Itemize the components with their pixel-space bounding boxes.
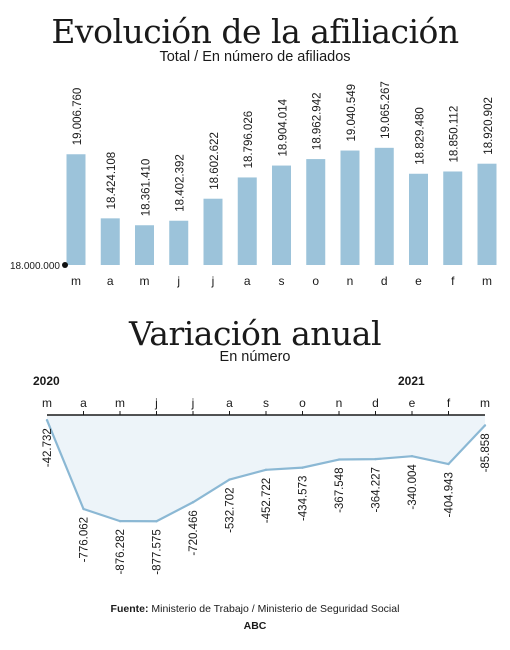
area-point-6 bbox=[264, 468, 268, 472]
area-point-7 bbox=[301, 466, 304, 469]
bar-month-label-7: o bbox=[312, 274, 319, 288]
bar-month-label-5: a bbox=[244, 274, 251, 288]
year-label-2020: 2020 bbox=[33, 374, 60, 388]
area-month-label-9: d bbox=[372, 396, 379, 410]
bar-month-label-8: n bbox=[347, 274, 354, 288]
area-value-label-11: -404.943 bbox=[444, 472, 456, 517]
source-label: Fuente: bbox=[110, 603, 149, 615]
area-point-9 bbox=[374, 457, 377, 461]
chart-title-variacion: Variación anual bbox=[128, 314, 382, 353]
bar-value-label-1: 18.424.108 bbox=[106, 152, 118, 210]
area-month-label-10: e bbox=[409, 396, 416, 410]
area-value-label-7: -434.573 bbox=[298, 476, 310, 521]
bar-month-label-10: e bbox=[415, 274, 422, 288]
area-point-4 bbox=[191, 501, 195, 504]
area-point-1 bbox=[82, 507, 85, 511]
bar-value-label-2: 18.361.410 bbox=[141, 159, 153, 217]
area-point-3 bbox=[155, 520, 158, 523]
area-value-label-12: -85.858 bbox=[480, 433, 492, 472]
area-month-label-3: j bbox=[154, 396, 158, 410]
area-point-10 bbox=[410, 454, 414, 458]
baseline-label: 18.000.000 bbox=[10, 261, 60, 272]
bar-value-label-11: 18.850.112 bbox=[449, 106, 461, 163]
chart-title-afiliacion: Evolución de la afiliación bbox=[51, 12, 459, 51]
bar-9 bbox=[374, 147, 394, 265]
area-value-label-0: -42.732 bbox=[42, 428, 54, 467]
area-value-label-3: -877.575 bbox=[152, 529, 164, 574]
bar-10 bbox=[409, 173, 428, 265]
bar-value-label-3: 18.402.392 bbox=[175, 154, 187, 212]
area-month-label-2: m bbox=[115, 396, 125, 410]
bar-month-label-6: s bbox=[279, 274, 285, 288]
area-value-label-4: -720.466 bbox=[188, 510, 200, 555]
bar-value-label-9: 19.065.267 bbox=[380, 81, 392, 139]
area-value-label-10: -340.004 bbox=[407, 464, 419, 510]
area-month-label-6: s bbox=[263, 396, 269, 410]
bar-11 bbox=[443, 171, 463, 265]
area-value-label-1: -776.062 bbox=[79, 517, 91, 562]
area-month-label-7: o bbox=[299, 396, 306, 410]
bar-4 bbox=[203, 198, 223, 265]
baseline-marker bbox=[62, 262, 68, 268]
area-point-12 bbox=[483, 424, 487, 427]
bar-value-label-7: 18.962.942 bbox=[312, 93, 324, 151]
bar-7 bbox=[306, 159, 326, 265]
bar-month-label-4: j bbox=[211, 274, 215, 288]
bar-12 bbox=[477, 163, 497, 265]
area-point-8 bbox=[337, 458, 341, 461]
bar-2 bbox=[135, 225, 154, 265]
bar-value-label-4: 18.602.622 bbox=[209, 132, 221, 190]
bar-1 bbox=[100, 218, 120, 265]
bar-month-label-0: m bbox=[71, 274, 81, 288]
bar-month-label-11: f bbox=[451, 274, 455, 288]
chart-subtitle-variacion: En número bbox=[219, 349, 291, 365]
brand-label: ABC bbox=[243, 620, 267, 632]
area-point-5 bbox=[228, 478, 231, 481]
area-month-label-12: m bbox=[480, 396, 490, 410]
area-point-0 bbox=[45, 418, 49, 422]
area-fill bbox=[47, 415, 485, 522]
area-point-11 bbox=[447, 462, 450, 466]
source-text: Ministerio de Trabajo / Ministerio de Se… bbox=[148, 603, 400, 615]
bar-value-label-8: 19.040.549 bbox=[346, 84, 358, 142]
area-value-label-8: -367.548 bbox=[334, 468, 346, 513]
area-month-label-0: m bbox=[42, 396, 52, 410]
area-month-label-8: n bbox=[336, 396, 343, 410]
bar-month-label-1: a bbox=[107, 274, 114, 288]
bar-8 bbox=[340, 150, 360, 265]
area-value-label-9: -364.227 bbox=[371, 467, 383, 512]
area-value-label-6: -452.722 bbox=[261, 478, 273, 523]
bar-value-label-6: 18.904.014 bbox=[278, 98, 290, 156]
bar-value-label-10: 18.829.480 bbox=[415, 107, 427, 165]
area-value-label-5: -532.702 bbox=[225, 488, 237, 533]
bar-month-label-12: m bbox=[482, 274, 492, 288]
bar-6 bbox=[272, 165, 291, 265]
area-month-label-5: a bbox=[226, 396, 233, 410]
bar-value-label-5: 18.796.026 bbox=[243, 111, 255, 169]
area-value-label-2: -876.282 bbox=[115, 529, 127, 574]
bar-3 bbox=[169, 220, 189, 265]
area-month-label-4: j bbox=[191, 396, 195, 410]
bar-value-label-0: 19.006.760 bbox=[72, 88, 84, 146]
area-point-2 bbox=[118, 519, 122, 523]
bar-month-label-9: d bbox=[381, 274, 388, 288]
year-label-2021: 2021 bbox=[398, 374, 425, 388]
bar-value-label-12: 18.920.902 bbox=[483, 97, 495, 155]
area-month-label-1: a bbox=[80, 396, 87, 410]
bar-0 bbox=[66, 154, 86, 265]
bar-month-label-3: j bbox=[176, 274, 180, 288]
chart-subtitle-afiliacion: Total / En número de afiliados bbox=[159, 49, 351, 65]
area-month-label-11: f bbox=[447, 396, 451, 410]
bar-month-label-2: m bbox=[140, 274, 150, 288]
bar-5 bbox=[237, 177, 257, 265]
source-note: Fuente: Ministerio de Trabajo / Minister… bbox=[0, 603, 510, 615]
